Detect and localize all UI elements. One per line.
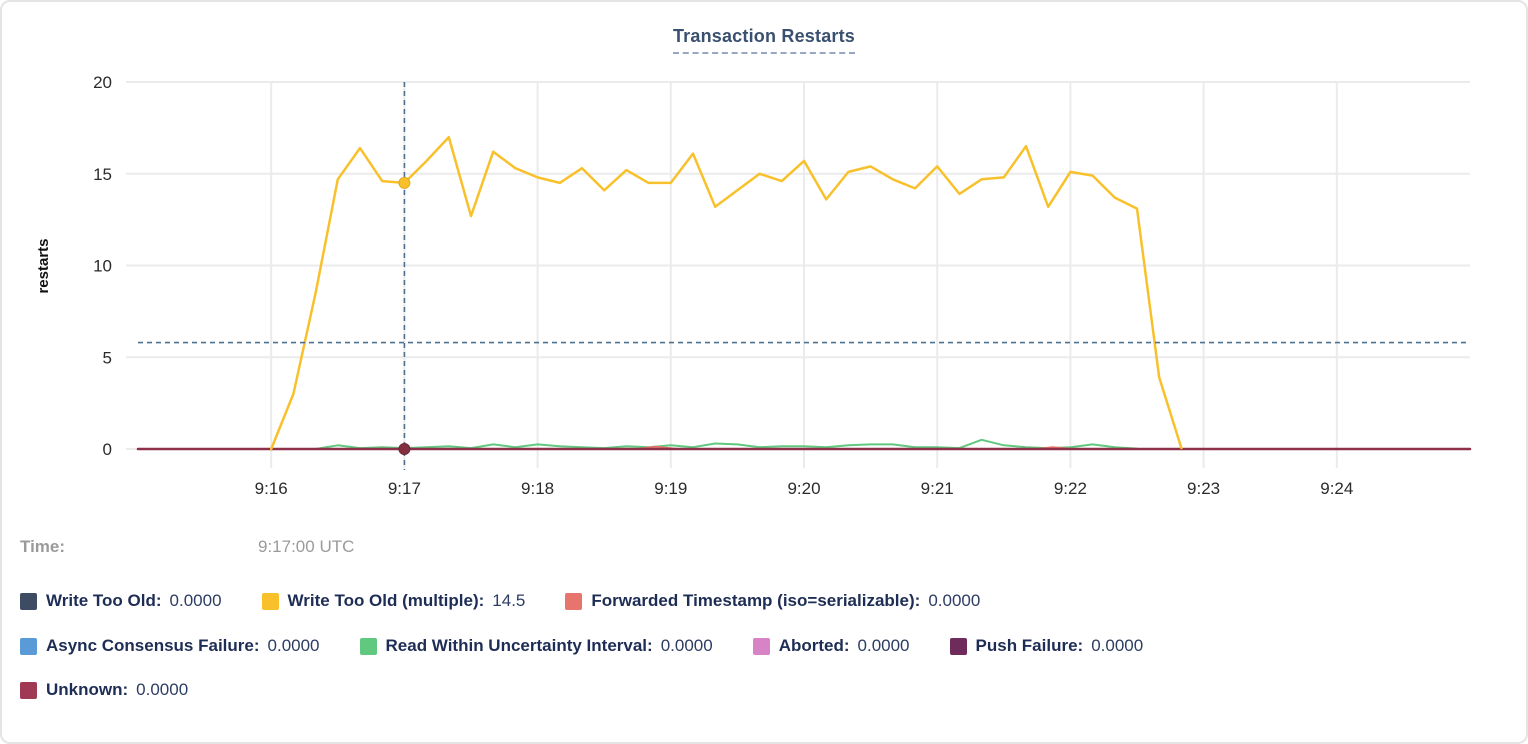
chart-title[interactable]: Transaction Restarts	[672, 26, 856, 54]
legend-item-unknown[interactable]: Unknown: 0.0000	[20, 680, 188, 700]
legend-value: 0.0000	[169, 591, 222, 610]
legend-value: 0.0000	[928, 591, 981, 610]
grid-layer	[126, 81, 1470, 468]
legend-row: Write Too Old: 0.0000 Write Too Old (multi…	[20, 590, 980, 612]
series-read-within-uncertainty-interval	[314, 438, 1138, 450]
legend-row: Unknown: 0.0000	[20, 679, 188, 701]
hover-dot	[398, 176, 411, 189]
legend-swatch	[20, 592, 37, 610]
legend-value: 14.5	[492, 591, 526, 610]
y-axis-label: restarts	[35, 238, 52, 293]
legend-row: Async Consensus Failure: 0.0000 Read Withi…	[20, 635, 1143, 657]
legend-value: 0.0000	[857, 636, 910, 655]
x-tick-label: 9:16	[255, 479, 288, 498]
legend-swatch	[261, 592, 279, 610]
legend-label: Push Failure:	[975, 636, 1084, 655]
legend-item-read-within-uncertainty-interval[interactable]: Read Within Uncertainty Interval: 0.0000	[359, 636, 713, 656]
legend-value: 0.0000	[136, 680, 189, 699]
series-layer	[136, 135, 1472, 451]
legend-item-push-failure[interactable]: Push Failure: 0.0000	[949, 636, 1144, 656]
x-tick-label: 9:24	[1320, 479, 1353, 498]
legend-label: Read Within Uncertainty Interval:	[385, 636, 653, 655]
legend-label: Forwarded Timestamp (iso=serializable):	[591, 591, 921, 610]
legend-item-write-too-old-multiple[interactable]: Write Too Old (multiple): 14.5	[261, 591, 526, 611]
legend-item-aborted[interactable]: Aborted: 0.0000	[752, 636, 910, 656]
x-tick-label: 9:23	[1187, 479, 1220, 498]
y-tick-label: 15	[93, 165, 112, 184]
legend-swatch	[565, 592, 583, 610]
x-tick-label: 9:22	[1054, 479, 1087, 498]
x-tick-label: 9:17	[388, 479, 421, 498]
axis-layer: 0 5 10 15 20 9:16 9:17 9:18 9:19 9:20 9:21 9:22 9:23…	[93, 73, 1353, 498]
x-tick-label: 9:20	[787, 479, 820, 498]
hover-dot	[398, 443, 411, 455]
legend-value: 0.0000	[267, 636, 320, 655]
legend-label: Async Consensus Failure:	[46, 636, 260, 655]
y-tick-label: 10	[93, 257, 112, 276]
tooltip-time-label: Time:	[20, 537, 66, 556]
crosshair-layer	[138, 82, 1470, 470]
legend-item-write-too-old[interactable]: Write Too Old: 0.0000	[20, 591, 222, 611]
transaction-restarts-chart[interactable]: 0 5 10 15 20 9:16 9:17 9:18 9:19 9:20 9:21 9:22 9:23…	[0, 0, 1528, 530]
tooltip-time-row: Time: 9:17:00 UTC	[0, 537, 1528, 561]
legend-swatch	[949, 637, 967, 655]
chart-title-row: Transaction Restarts	[0, 26, 1528, 54]
series-write-too-old-multiple	[269, 135, 1183, 451]
legend-item-async-consensus-failure[interactable]: Async Consensus Failure: 0.0000	[20, 636, 320, 656]
x-tick-label: 9:19	[654, 479, 687, 498]
legend-swatch	[752, 637, 770, 655]
legend-value: 0.0000	[660, 636, 713, 655]
legend-label: Aborted:	[778, 636, 850, 655]
legend-swatch	[20, 637, 37, 655]
legend-swatch	[359, 637, 377, 655]
legend-swatch	[20, 681, 37, 699]
y-tick-label: 5	[103, 348, 112, 367]
legend-item-forwarded-timestamp[interactable]: Forwarded Timestamp (iso=serializable): 0…	[565, 591, 980, 611]
legend-label: Unknown:	[46, 680, 129, 699]
legend-label: Write Too Old:	[46, 591, 162, 610]
x-tick-label: 9:18	[521, 479, 554, 498]
x-tick-label: 9:21	[921, 479, 954, 498]
legend-label: Write Too Old (multiple):	[287, 591, 485, 610]
y-tick-label: 20	[93, 73, 112, 92]
tooltip-time-value: 9:17:00 UTC	[258, 537, 355, 556]
legend-value: 0.0000	[1091, 636, 1144, 655]
y-tick-label: 0	[103, 440, 112, 459]
